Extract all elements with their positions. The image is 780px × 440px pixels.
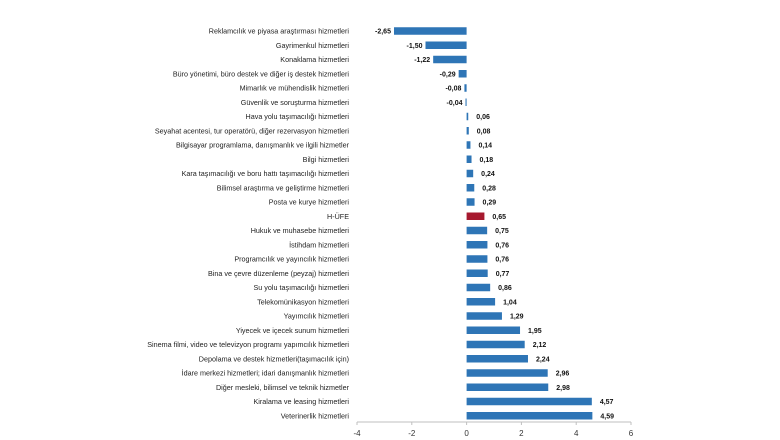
bar-14 <box>466 226 488 235</box>
category-label: Kara taşımacılığı ve boru hattı taşımacı… <box>182 169 350 178</box>
value-label: 0,24 <box>481 171 495 178</box>
category-label: Telekomünikasyon hizmetleri <box>257 297 349 306</box>
value-label: -1,50 <box>407 43 423 50</box>
bar-2 <box>433 55 467 64</box>
category-label: Veterinerlik hizmetleri <box>281 411 350 420</box>
bars-group <box>393 27 593 420</box>
value-label: 0,14 <box>478 143 492 150</box>
value-label: -0,08 <box>445 86 461 93</box>
bar-13 <box>466 212 485 220</box>
bar-21 <box>466 326 521 334</box>
category-label: Depolama ve destek hizmetleri(taşımacılı… <box>199 354 349 363</box>
bar-24 <box>466 369 548 377</box>
bar-1 <box>425 41 467 49</box>
bar-27 <box>466 412 593 420</box>
category-label: Hava yolu taşımacılığı hizmetleri <box>246 112 350 121</box>
x-tick-label: 2 <box>519 429 524 438</box>
category-label: Hukuk ve muhasebe hizmetleri <box>251 226 350 235</box>
bar-16 <box>466 255 488 263</box>
value-label: 4,59 <box>600 413 614 420</box>
category-label: Su yolu taşımacılığı hizmetleri <box>254 283 350 292</box>
bar-18 <box>466 283 491 292</box>
value-label: 1,04 <box>503 299 517 306</box>
bar-11 <box>466 184 475 192</box>
bar-25 <box>466 383 549 391</box>
bar-12 <box>466 198 475 206</box>
value-label: 0,28 <box>482 185 496 192</box>
category-label: Bilgisayar programlama, danışmanlık ve i… <box>176 141 350 150</box>
value-label: 2,24 <box>536 356 550 363</box>
value-label: -2,65 <box>375 29 391 36</box>
bar-26 <box>466 397 592 406</box>
category-label: Reklamcılık ve piyasa araştırması hizmet… <box>209 27 350 36</box>
value-label: 0,76 <box>495 257 509 264</box>
bar-10 <box>466 169 474 178</box>
bar-4 <box>464 84 467 92</box>
category-label: Güvenlik ve soruşturma hizmetleri <box>241 98 350 107</box>
bar-6 <box>466 112 469 121</box>
category-label: Mimarlık ve mühendislik hizmetleri <box>240 84 350 93</box>
x-tick-label: 6 <box>629 429 634 438</box>
value-label: 4,57 <box>600 399 614 406</box>
x-tick-label: 0 <box>464 429 469 438</box>
value-label: 0,29 <box>483 200 497 207</box>
value-label: 1,29 <box>510 314 524 321</box>
category-label: Bilgi hizmetleri <box>303 155 350 164</box>
value-label: 0,77 <box>496 271 510 278</box>
category-label: Diğer mesleki, bilimsel ve teknik hizmet… <box>216 383 350 392</box>
x-tick-label: -4 <box>353 429 361 438</box>
value-label: 0,18 <box>480 157 494 164</box>
value-label: 0,76 <box>495 242 509 249</box>
category-label: Konaklama hizmetleri <box>280 55 349 64</box>
category-label: Gayrimenkul hizmetleri <box>276 41 349 50</box>
value-label: 0,08 <box>477 128 491 135</box>
category-label: Kiralama ve leasing hizmetleri <box>254 397 350 406</box>
value-label: 2,98 <box>556 385 570 392</box>
bar-5 <box>465 98 467 106</box>
bar-22 <box>466 340 525 349</box>
value-label: 0,06 <box>476 114 490 121</box>
bar-15 <box>466 241 488 249</box>
bar-19 <box>466 298 496 306</box>
category-label: Sinema filmi, video ve televizyon progra… <box>147 340 349 349</box>
value-label: 1,95 <box>528 328 542 335</box>
category-label: Posta ve kurye hizmetleri <box>269 198 350 207</box>
category-label: Yayımcılık hizmetleri <box>284 312 350 321</box>
bar-17 <box>466 269 488 277</box>
category-label: H-ÜFE <box>327 212 349 221</box>
category-label: Bina ve çevre düzenleme (peyzaj) hizmetl… <box>208 269 349 278</box>
value-label: 0,65 <box>492 214 506 221</box>
category-label: Yiyecek ve içecek sunum hizmetleri <box>236 326 350 335</box>
value-label: 0,86 <box>498 285 512 292</box>
value-label: 0,75 <box>495 228 509 235</box>
category-label: İstihdam hizmetleri <box>289 240 349 249</box>
bar-3 <box>458 70 467 78</box>
value-label: -0,29 <box>440 71 456 78</box>
bar-23 <box>466 355 528 363</box>
category-label: Bilimsel araştırma ve geliştirme hizmetl… <box>217 183 350 192</box>
bar-9 <box>466 155 472 163</box>
bar-7 <box>466 127 469 135</box>
value-labels-group: -2,65 -1,50 -1,22 -0,29 -0,08 -0,04 0,06 0,08 0,… <box>375 29 614 421</box>
x-tick-label: -2 <box>408 429 416 438</box>
bar-8 <box>466 141 471 149</box>
category-label: İdare merkezi hizmetleri; idari danışman… <box>182 369 350 378</box>
value-label: -0,04 <box>447 100 463 107</box>
category-label: Büro yönetimi, büro destek ve diğer iş d… <box>173 69 350 78</box>
value-label: 2,12 <box>533 342 547 349</box>
value-label: -1,22 <box>414 57 430 64</box>
category-label: Programcılık ve yayıncılık hizmetleri <box>234 255 349 264</box>
value-label: 2,96 <box>556 371 570 378</box>
category-labels-group: Reklamcılık ve piyasa araştırması hizmet… <box>147 27 349 421</box>
x-axis: -4 -2 0 2 4 6 <box>353 421 634 438</box>
bar-0 <box>393 27 467 35</box>
bar-20 <box>466 312 502 320</box>
category-label: Seyahat acentesi, tur operatörü, diğer r… <box>155 126 350 135</box>
x-tick-label: 4 <box>574 429 579 438</box>
